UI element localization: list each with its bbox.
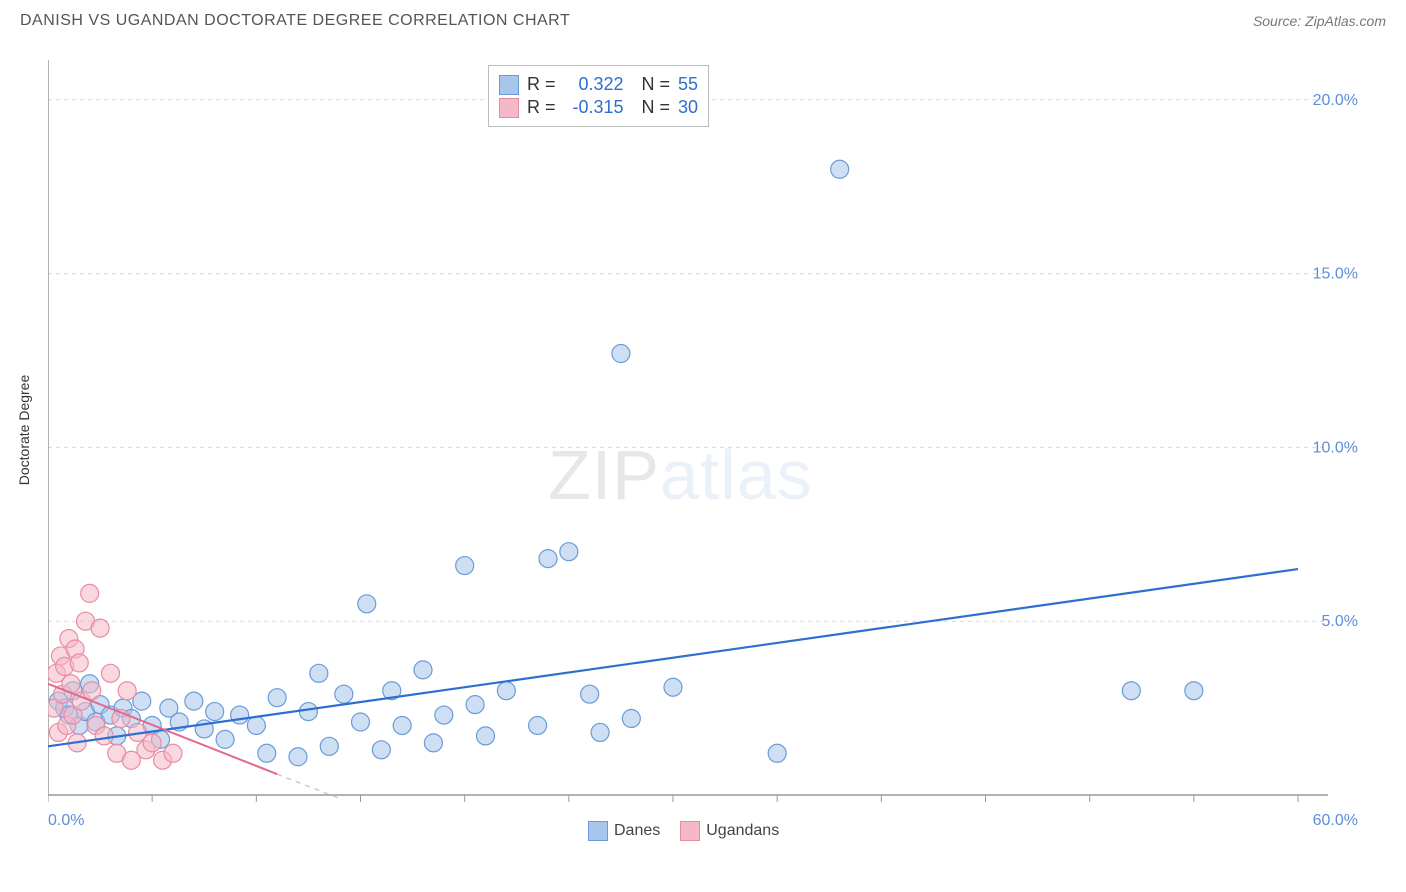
scatter-point	[612, 345, 630, 363]
chart-header: DANISH VS UGANDAN DOCTORATE DEGREE CORRE…	[0, 0, 1406, 38]
scatter-point	[95, 727, 113, 745]
scatter-point	[164, 744, 182, 762]
scatter-point	[393, 716, 411, 734]
scatter-point	[216, 730, 234, 748]
legend-r-label: R =	[527, 74, 556, 95]
legend-n-label: N =	[642, 97, 671, 118]
legend-series-label: Danes	[614, 822, 660, 840]
scatter-point	[1185, 682, 1203, 700]
scatter-point	[289, 748, 307, 766]
legend-swatch	[499, 75, 519, 95]
legend-n-label: N =	[642, 74, 671, 95]
scatter-point	[83, 682, 101, 700]
legend-n-value: 30	[678, 97, 698, 118]
legend-r-value: 0.322	[564, 74, 624, 95]
scatter-point	[143, 734, 161, 752]
scatter-point	[831, 160, 849, 178]
scatter-point	[768, 744, 786, 762]
scatter-point	[539, 550, 557, 568]
scatter-point	[466, 696, 484, 714]
scatter-point	[358, 595, 376, 613]
legend-swatch	[680, 821, 700, 841]
legend-series-label: Ugandans	[706, 822, 779, 840]
scatter-point	[258, 744, 276, 762]
scatter-point	[477, 727, 495, 745]
scatter-point	[622, 710, 640, 728]
scatter-point	[1122, 682, 1140, 700]
x-tick-label: 60.0%	[1313, 812, 1358, 829]
scatter-point	[231, 706, 249, 724]
y-tick-label: 5.0%	[1322, 613, 1358, 630]
legend-r-value: -0.315	[564, 97, 624, 118]
scatter-point	[560, 543, 578, 561]
scatter-chart-svg: 5.0% 10.0% 15.0% 20.0% 0.0% 60.0%	[48, 55, 1368, 865]
scatter-point	[247, 716, 265, 734]
y-tick-label: 10.0%	[1313, 439, 1358, 456]
legend-n-value: 55	[678, 74, 698, 95]
legend-swatch	[588, 821, 608, 841]
legend-stats-row: R = 0.322 N = 55	[499, 74, 698, 95]
scatter-point	[435, 706, 453, 724]
y-axis-label: Doctorate Degree	[16, 375, 32, 486]
y-tick-label: 15.0%	[1313, 266, 1358, 283]
scatter-point	[81, 584, 99, 602]
scatter-point	[529, 716, 547, 734]
scatter-point	[185, 692, 203, 710]
y-tick-label: 20.0%	[1313, 92, 1358, 109]
legend-series-item: Danes	[588, 821, 660, 841]
scatter-point	[299, 703, 317, 721]
scatter-point	[414, 661, 432, 679]
scatter-point	[424, 734, 442, 752]
scatter-point	[206, 703, 224, 721]
scatter-point	[352, 713, 370, 731]
trend-line	[48, 569, 1298, 746]
scatter-point	[91, 619, 109, 637]
legend-stats-box: R = 0.322 N = 55 R = -0.315 N = 30	[488, 65, 709, 127]
legend-series: Danes Ugandans	[588, 821, 779, 841]
x-tick-label: 0.0%	[48, 812, 84, 829]
legend-swatch	[499, 98, 519, 118]
legend-stats-row: R = -0.315 N = 30	[499, 97, 698, 118]
legend-r-label: R =	[527, 97, 556, 118]
scatter-point	[335, 685, 353, 703]
scatter-point	[118, 682, 136, 700]
scatter-point	[268, 689, 286, 707]
chart-plot-area: 5.0%10.0%15.0%20.0%0.0%60.0% ZIPatlas R …	[48, 55, 1368, 815]
scatter-point	[102, 664, 120, 682]
scatter-point	[581, 685, 599, 703]
scatter-point	[372, 741, 390, 759]
chart-title: DANISH VS UGANDAN DOCTORATE DEGREE CORRE…	[20, 12, 570, 30]
scatter-point	[70, 654, 88, 672]
legend-series-item: Ugandans	[680, 821, 779, 841]
scatter-point	[456, 557, 474, 575]
scatter-point	[497, 682, 515, 700]
scatter-point	[591, 723, 609, 741]
chart-source: Source: ZipAtlas.com	[1253, 13, 1386, 29]
scatter-point	[320, 737, 338, 755]
scatter-point	[664, 678, 682, 696]
scatter-point	[310, 664, 328, 682]
